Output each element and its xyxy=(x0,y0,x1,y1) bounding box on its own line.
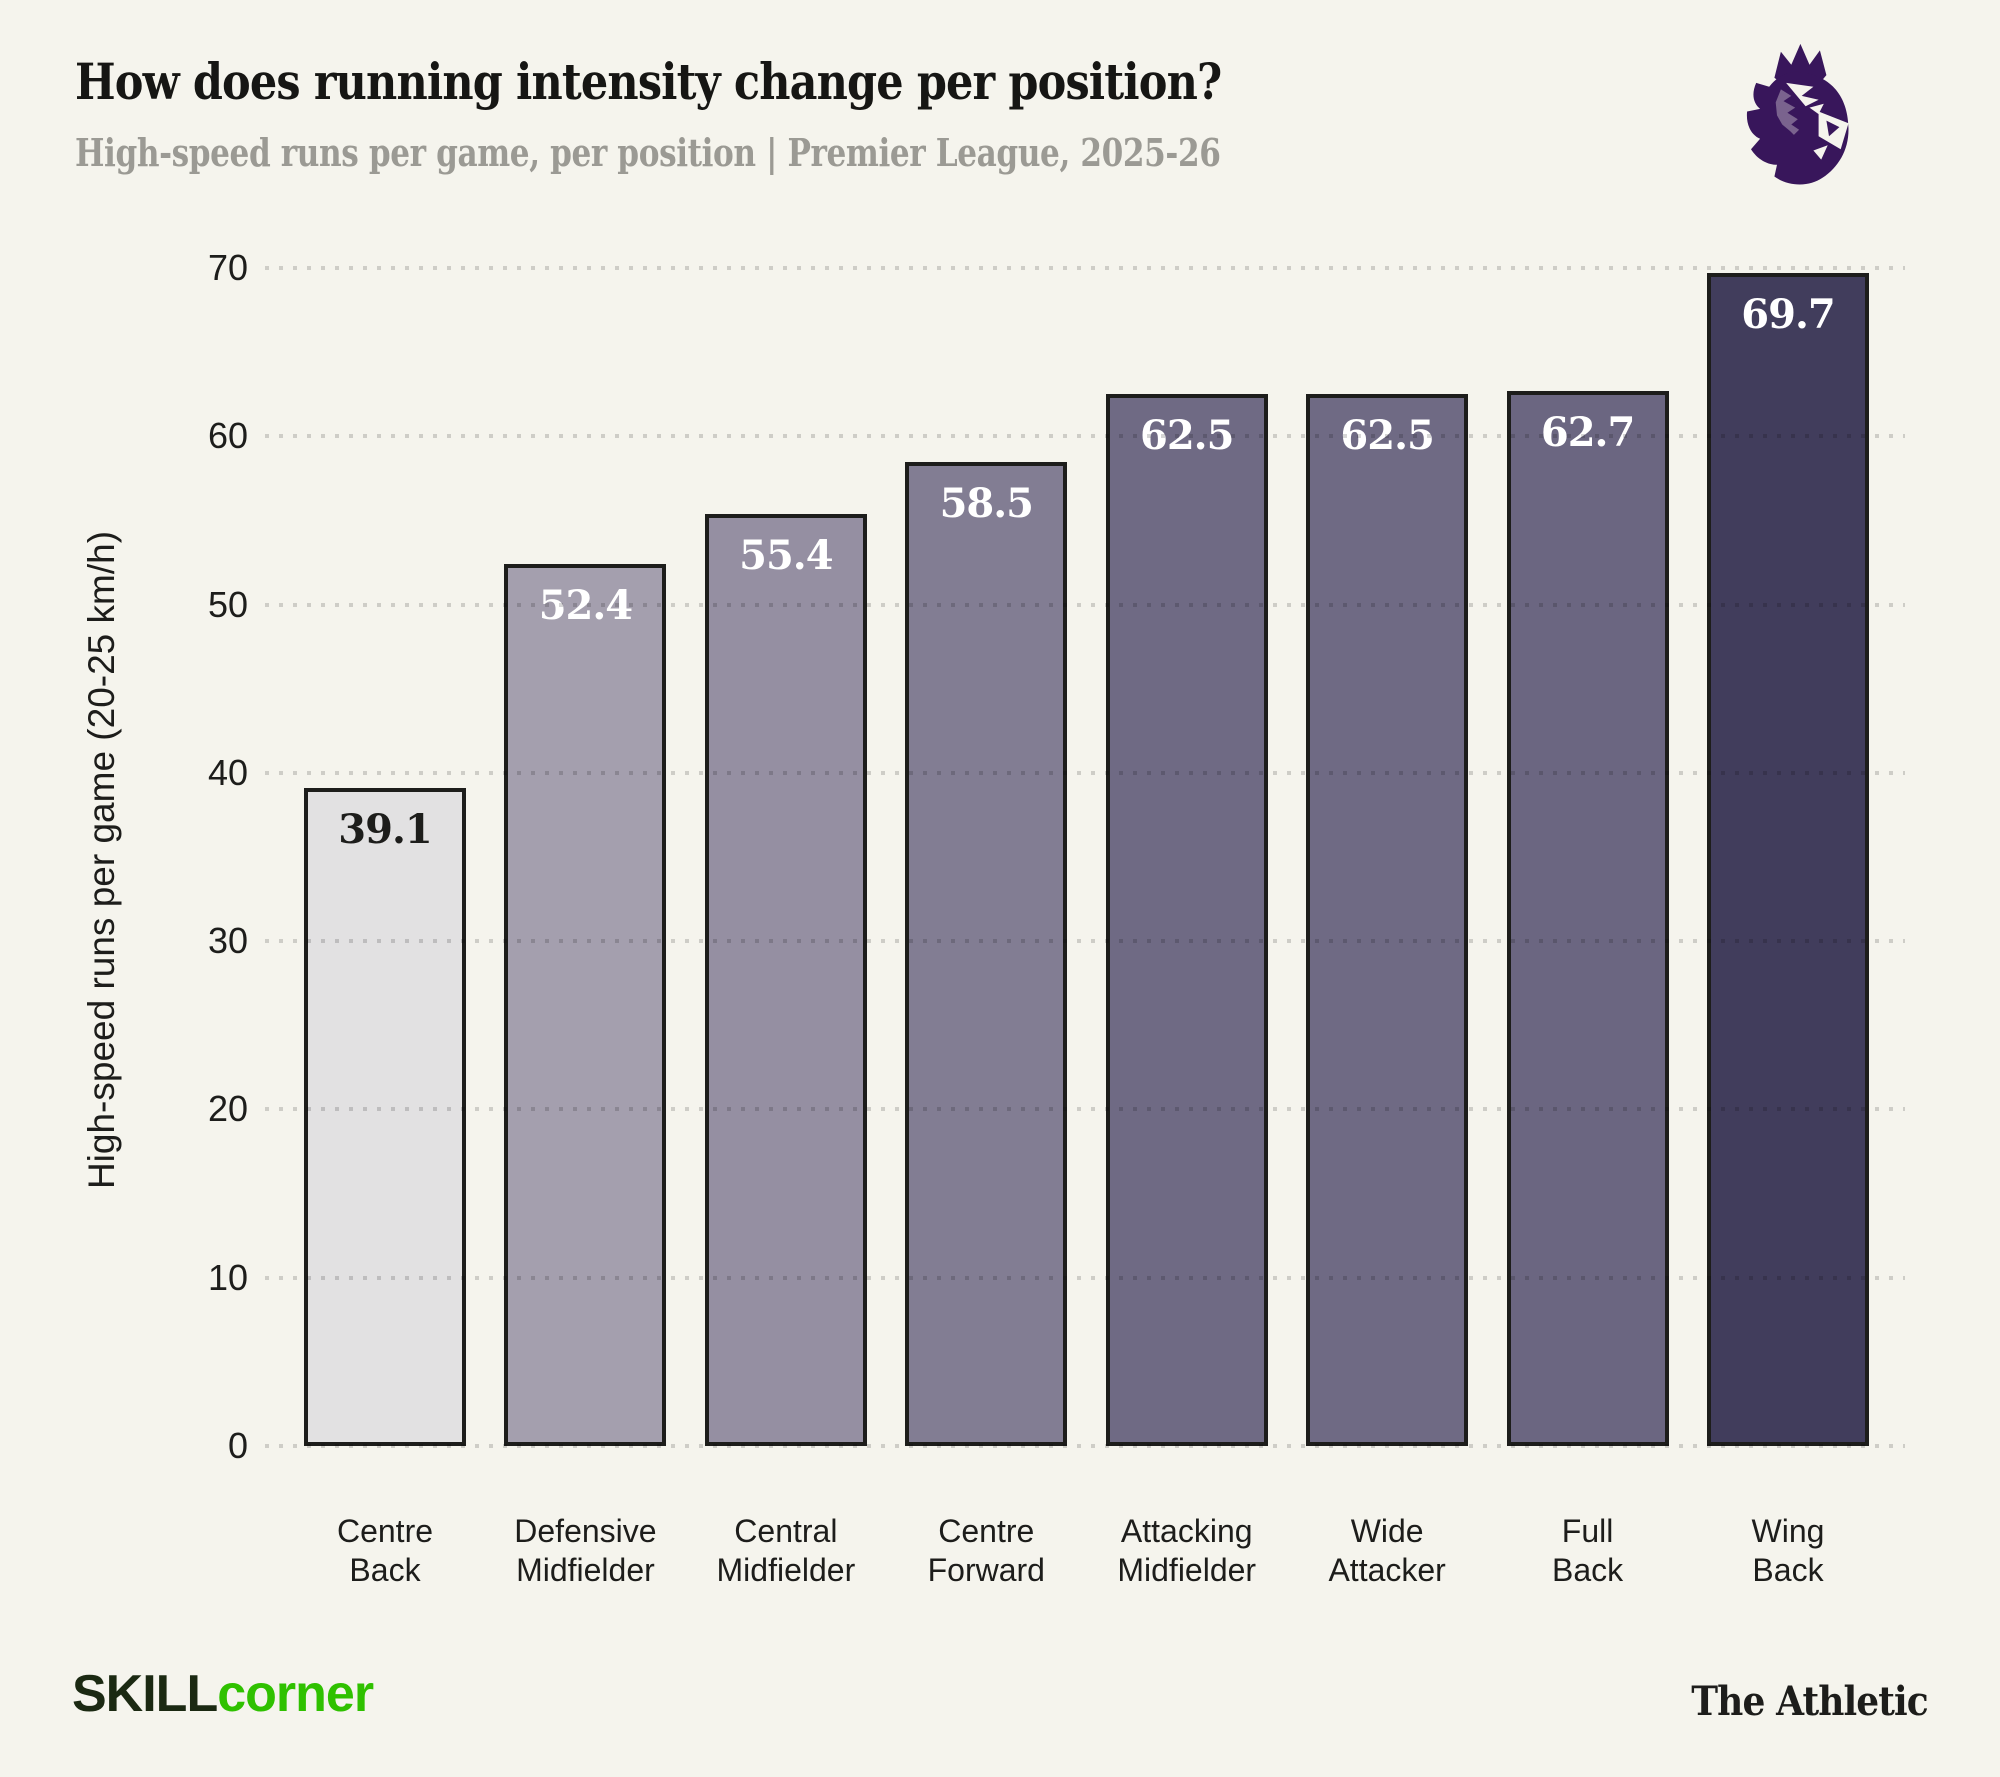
page-subtitle: High-speed runs per game, per position |… xyxy=(75,130,1221,175)
bar-value-label: 39.1 xyxy=(338,806,432,853)
x-axis-tick-label: Centre Forward xyxy=(927,1513,1045,1588)
lion-mouth xyxy=(1813,145,1828,160)
gridline xyxy=(265,1275,1905,1280)
bar-value-label: 62.5 xyxy=(1140,412,1234,460)
lion-nose xyxy=(1826,120,1840,137)
bar-value-label: 69.7 xyxy=(1741,291,1835,339)
x-axis-tick-label: Wide Attacker xyxy=(1328,1513,1446,1588)
x-axis-tick-label: Central Midfielder xyxy=(716,1513,856,1588)
y-axis-tick-label: 20 xyxy=(207,1088,248,1130)
page-title: How does running intensity change per po… xyxy=(75,52,1222,111)
y-axis-tick-label: 0 xyxy=(227,1425,248,1466)
y-axis-tick-label: 40 xyxy=(207,751,248,793)
bar-value-label: 58.5 xyxy=(939,479,1034,527)
skillcorner-logo-part2: corner xyxy=(217,1665,374,1723)
bar-value-label: 55.4 xyxy=(739,531,833,579)
bar-value-label: 62.7 xyxy=(1540,408,1635,456)
gridline xyxy=(265,602,1905,607)
gridline xyxy=(265,939,1905,944)
gridline xyxy=(265,1107,1905,1112)
x-axis-tick-label: Wing Back xyxy=(1751,1513,1825,1588)
premier-league-logo-icon xyxy=(1746,43,1849,185)
the-athletic-logo: The Athletic xyxy=(1691,1678,1928,1725)
y-axis-tick-label: 60 xyxy=(207,415,248,457)
bar-value-label: 52.4 xyxy=(538,582,633,630)
gridline xyxy=(265,770,1905,775)
bar-wing-back: 69.7 xyxy=(1707,273,1869,1446)
bar-value-label: 62.5 xyxy=(1340,412,1434,460)
gridline xyxy=(265,434,1905,439)
bar-attacking-midfielder: 62.5 xyxy=(1105,394,1268,1446)
bar-full-back: 62.7 xyxy=(1506,390,1669,1446)
x-axis-tick-label: Attacking Midfielder xyxy=(1117,1513,1257,1588)
lion-mane-line xyxy=(1775,89,1800,135)
y-axis-tick-label: 10 xyxy=(207,1256,248,1298)
y-axis-tick-label: 30 xyxy=(207,920,248,962)
bar-wide-attacker: 62.5 xyxy=(1306,394,1469,1446)
bar-centre-forward: 58.5 xyxy=(905,461,1068,1446)
lion-head xyxy=(1746,71,1849,185)
bar-centre-back: 39.1 xyxy=(304,788,466,1446)
gridline xyxy=(265,1444,1905,1448)
y-axis-tick-label: 50 xyxy=(207,583,248,625)
lion-brow xyxy=(1786,82,1819,107)
bar-central-midfielder: 55.4 xyxy=(704,513,867,1446)
lion-eye xyxy=(1809,103,1824,115)
skillcorner-logo-part1: SKILL xyxy=(72,1665,218,1723)
y-axis-tick-label: 70 xyxy=(207,247,248,288)
x-axis-tick-label: Full Back xyxy=(1552,1513,1624,1588)
bar-defensive-midfielder: 52.4 xyxy=(504,564,667,1446)
x-axis-tick-label: Centre Back xyxy=(336,1513,434,1588)
gridline xyxy=(265,266,1905,270)
lion-crown xyxy=(1774,43,1827,83)
x-axis-tick-label: Defensive Midfielder xyxy=(514,1513,657,1588)
skillcorner-logo: SKILLcorner xyxy=(72,1664,374,1724)
